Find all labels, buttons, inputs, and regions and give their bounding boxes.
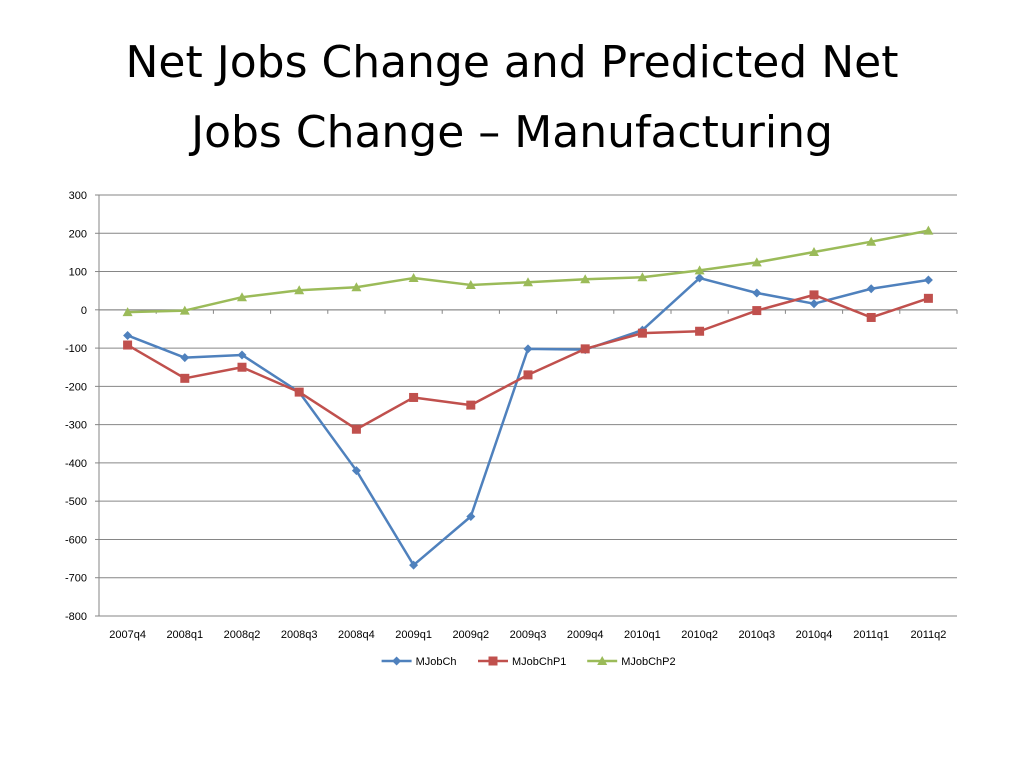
- slide-title-line-2: Jobs Change – Manufacturing: [191, 107, 833, 158]
- data-point-mjobchp2-2010q2: [694, 265, 705, 275]
- x-tick-label-2008q1: 2008q1: [166, 629, 203, 641]
- data-point-mjobch-2008q1: [180, 353, 190, 363]
- legend-item-mjobchp2: MJobChP2: [587, 656, 676, 668]
- legend-swatch-marker: [392, 656, 402, 666]
- x-tick-label-2010q1: 2010q1: [624, 629, 661, 641]
- series-lines: [122, 225, 934, 570]
- x-tick-label-2009q3: 2009q3: [510, 629, 547, 641]
- data-point-mjobchp2-2008q3: [294, 285, 305, 295]
- axes: [95, 194, 958, 617]
- data-point-mjobchp1-2007q4: [123, 340, 133, 350]
- series-mjobchp2: [122, 225, 934, 317]
- legend-label-mjobchp2: MJobChP2: [621, 656, 675, 668]
- data-point-mjobchp1-2009q3: [523, 370, 533, 380]
- data-point-mjobchp1-2009q4: [580, 344, 590, 354]
- x-tick-label-2009q2: 2009q2: [452, 629, 489, 641]
- y-tick-label: 0: [81, 305, 87, 317]
- data-point-mjobchp1-2010q4: [809, 290, 819, 300]
- data-point-mjobchp2-2010q4: [809, 247, 819, 257]
- x-tick-label-2010q3: 2010q3: [738, 629, 775, 641]
- y-tick-label: -800: [65, 611, 87, 623]
- series-line-mjobchp1: [126, 293, 929, 431]
- data-point-mjobchp2-2010q3: [751, 257, 762, 267]
- data-point-mjobchp1-2009q2: [466, 400, 476, 410]
- y-tick-label: -600: [65, 534, 87, 546]
- data-point-mjobchp2-2011q2: [923, 225, 934, 235]
- legend-swatch-marker: [597, 656, 608, 665]
- y-tick-label: -200: [65, 381, 87, 393]
- x-tick-label-2010q4: 2010q4: [796, 629, 833, 641]
- x-tick-label-2010q2: 2010q2: [681, 629, 718, 641]
- y-tick-label: -100: [65, 343, 87, 355]
- data-point-mjobch-2008q4: [351, 466, 361, 476]
- y-tick-label: -700: [65, 573, 87, 585]
- legend-item-mjobch: MJobCh: [381, 656, 457, 668]
- data-point-mjobch-2011q1: [866, 284, 876, 294]
- data-point-mjobchp2-2009q2: [465, 279, 476, 289]
- data-point-mjobch-2009q1: [409, 560, 419, 570]
- gridlines: [99, 194, 957, 617]
- x-tick-label-2009q4: 2009q4: [567, 629, 604, 641]
- data-point-mjobchp2-2011q1: [866, 236, 877, 246]
- data-point-mjobch-2007q4: [123, 330, 133, 340]
- legend: MJobCh MJobChP1 MJobChP2: [381, 656, 676, 668]
- y-tick-label: 100: [69, 267, 87, 279]
- series-mjobch: [123, 273, 933, 570]
- y-tick-label: 200: [69, 228, 87, 240]
- series-mjobchp1: [123, 290, 933, 434]
- x-tick-label-2008q2: 2008q2: [224, 629, 261, 641]
- data-point-mjobchp1-2008q3: [294, 387, 304, 397]
- data-point-mjobchp1-2011q2: [923, 293, 933, 303]
- data-point-mjobchp1-2010q3: [752, 306, 762, 316]
- legend-label-mjobchp1: MJobChP1: [512, 656, 566, 668]
- y-tick-label: -400: [65, 458, 87, 470]
- x-tick-label-2011q2: 2011q2: [910, 629, 946, 641]
- data-point-mjobchp2-2010q1: [637, 272, 648, 282]
- x-tick-label-2011q1: 2011q1: [853, 629, 889, 641]
- data-point-mjobchp1-2010q2: [695, 326, 705, 336]
- data-point-mjobchp1-2010q1: [637, 328, 647, 338]
- data-point-mjobch-2009q3: [523, 344, 533, 354]
- y-tick-label: -500: [65, 496, 87, 508]
- data-point-mjobch-2011q2: [923, 275, 933, 285]
- series-line-mjobch: [127, 276, 929, 567]
- data-point-mjobchp2-2009q1: [408, 273, 419, 283]
- data-point-mjobchp2-2008q1: [179, 305, 190, 315]
- legend-label-mjobch: MJobCh: [416, 656, 457, 668]
- legend-item-mjobchp1: MJobChP1: [478, 656, 566, 668]
- data-point-mjobchp2-2008q2: [237, 292, 247, 302]
- data-point-mjobchp1-2011q1: [866, 312, 876, 322]
- slide-title-line-1: Net Jobs Change and Predicted Net: [125, 37, 899, 88]
- x-tick-label-2009q1: 2009q1: [395, 629, 432, 641]
- x-tick-label-2008q3: 2008q3: [281, 629, 318, 641]
- data-point-mjobchp1-2008q4: [351, 424, 361, 434]
- data-point-mjobch-2010q2: [695, 273, 705, 283]
- data-point-mjobchp1-2009q1: [409, 392, 419, 402]
- data-point-mjobchp1-2008q1: [180, 373, 190, 383]
- x-axis-tick-labels: 2007q4 2008q1 2008q2 2008q3 2008q4 2009q1 2009…: [109, 629, 946, 641]
- data-point-mjobchp2-2009q4: [580, 274, 591, 284]
- data-point-mjobch-2009q2: [466, 511, 476, 521]
- data-point-mjobchp2-2008q4: [351, 282, 362, 292]
- y-tick-label: -300: [65, 420, 87, 432]
- legend-swatch-marker: [488, 656, 498, 666]
- data-point-mjobchp2-2009q3: [523, 277, 533, 287]
- y-tick-label: 300: [69, 190, 87, 202]
- data-point-mjobchp2-2007q4: [122, 307, 133, 317]
- data-point-mjobchp1-2008q2: [237, 362, 247, 372]
- x-tick-label-2007q4: 2007q4: [109, 629, 146, 641]
- data-point-mjobch-2010q3: [752, 288, 762, 298]
- slide-title: Net Jobs Change and Predicted Net Jobs C…: [0, 28, 1024, 168]
- data-point-mjobch-2008q2: [237, 350, 247, 360]
- y-axis-tick-labels: 300 200 100 0 -100 -200 -300 -400 -500 -600 -700 -8…: [65, 190, 87, 623]
- data-point-mjobch-2010q4: [809, 299, 819, 309]
- x-tick-label-2008q4: 2008q4: [338, 629, 375, 641]
